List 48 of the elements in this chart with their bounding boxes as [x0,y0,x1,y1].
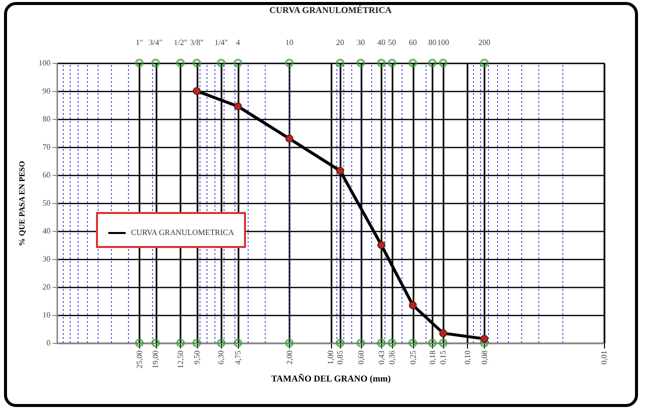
x-tick-label: 4,75 [233,350,242,364]
x-tick-label: 19,00 [151,350,160,368]
y-tick-label: 30 [42,254,50,264]
annotation: 3/4" [148,38,162,47]
x-tick-label: 0,18 [428,350,437,364]
y-tick-label: 0 [46,338,50,348]
x-tick-label: 0,08 [480,350,489,364]
annotation: 30 [356,38,365,47]
annotation: 200 [478,38,490,47]
y-tick-label: 10 [42,310,50,320]
chart-title: CURVA GRANULOMÉTRICA [269,5,392,15]
y-tick-label: 50 [42,198,50,208]
x-tick-label: 0,85 [336,350,345,364]
legend-label: CURVA GRANULOMETRICA [131,228,234,237]
y-tick-label: 80 [42,114,50,124]
x-tick-label: 1,00 [326,350,335,364]
x-tick-label: 9,50 [192,350,202,364]
x-tick-label: 25,00 [134,350,144,368]
annotation: 1/2" [174,38,188,47]
x-tick-label: 0,10 [462,350,472,364]
annotation: 40 [377,38,386,47]
y-tick-label: 20 [42,282,50,292]
annotation: 4 [236,38,240,47]
y-tick-label: 40 [42,226,50,236]
y-tick-label: 100 [38,58,50,68]
x-tick-label: 0,15 [438,350,448,364]
x-tick-label: 6,30 [216,350,226,364]
x-tick-label: 0,60 [356,350,366,364]
annotation: 20 [336,38,344,47]
annotation: 100 [437,38,450,47]
annotation: 60 [408,38,417,47]
y-tick-label: 90 [42,86,50,96]
annotation: 1" [136,38,143,47]
x-tick-label: 0,36 [388,350,397,364]
x-tick-label: 0,01 [600,350,608,364]
y-tick-label: 70 [42,142,50,152]
annotation: 3/8" [190,38,204,47]
annotation: 1/4" [214,38,228,47]
y-tick-label: 60 [42,170,50,180]
annotation: 10 [285,38,294,47]
x-axis-title: TAMAÑO DEL GRANO (mm) [271,374,391,384]
x-tick-label: 0,43 [376,350,386,364]
annotation: 50 [388,38,396,47]
y-axis-title: % QUE PASA EN PESO [18,160,26,246]
x-tick-label: 2,00 [284,350,294,364]
x-tick-label: 0,25 [408,350,418,364]
x-tick-label: 12,50 [176,350,185,368]
annotation: 80 [428,38,436,47]
